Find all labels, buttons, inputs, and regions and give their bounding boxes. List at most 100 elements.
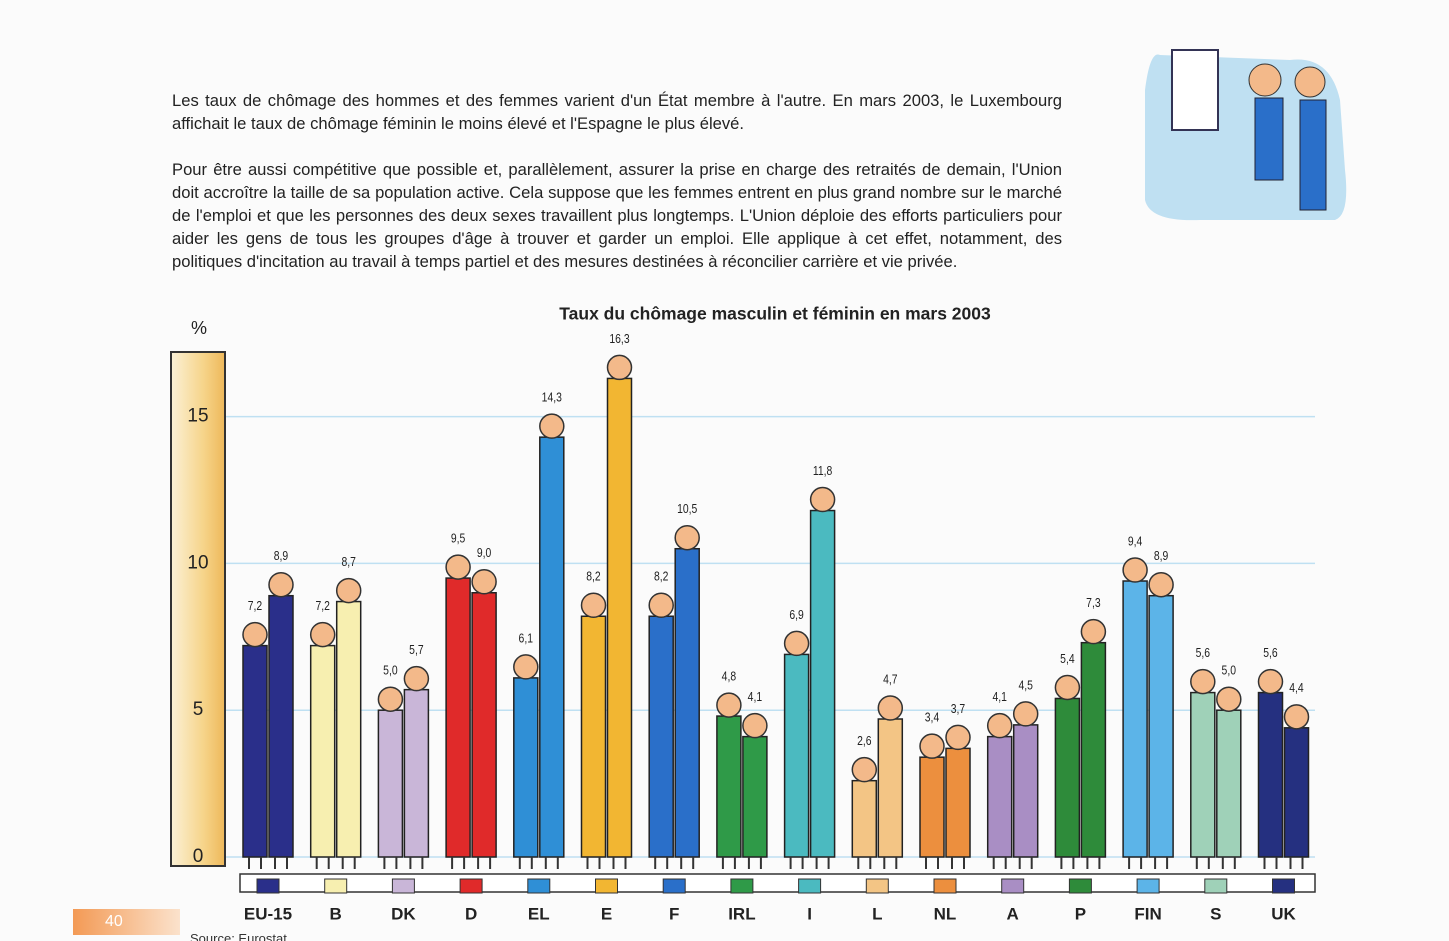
bar	[783, 653, 810, 858]
value-label: 16,3	[609, 332, 630, 346]
bar	[242, 644, 268, 858]
bar	[851, 779, 878, 858]
value-label: 5,4	[1060, 652, 1075, 666]
paragraph: Les taux de chômage des hommes et des fe…	[172, 91, 1062, 133]
figure-head	[1190, 668, 1216, 695]
value-label: 8,7	[341, 555, 355, 569]
value-label: 8,2	[586, 570, 600, 584]
bar	[919, 756, 945, 858]
bar	[877, 718, 904, 858]
value-label: 4,7	[883, 672, 897, 686]
legend-swatch	[1068, 878, 1092, 894]
figure-head	[1283, 704, 1310, 730]
x-tick-label: FIN	[1134, 904, 1161, 923]
x-tick-label: UK	[1271, 904, 1296, 923]
y-axis-column	[170, 351, 226, 867]
bar	[606, 377, 633, 858]
bar	[335, 600, 362, 858]
paragraph: Pour être aussi compétitive que possible…	[172, 160, 1062, 271]
x-tick-label: DK	[391, 904, 416, 923]
figure-head	[1122, 557, 1148, 583]
value-label: 7,2	[315, 599, 329, 613]
bar	[513, 677, 539, 858]
value-label: 11,8	[813, 464, 833, 478]
bar	[539, 436, 565, 858]
source: Source: Eurostat	[190, 931, 287, 941]
value-label: 8,9	[274, 549, 288, 563]
value-label: 6,9	[789, 608, 803, 622]
page-number: 40	[73, 909, 180, 935]
value-label: 2,6	[857, 734, 872, 748]
figure-head	[742, 712, 768, 739]
bar	[648, 615, 674, 858]
value-label: 9,0	[477, 546, 492, 560]
x-tick-label: P	[1075, 904, 1086, 923]
legend-swatch	[798, 878, 822, 894]
legend-swatch	[730, 878, 754, 894]
legend-swatch	[256, 878, 280, 894]
value-label: 5,7	[409, 643, 423, 657]
bar	[445, 577, 471, 858]
bar	[986, 735, 1013, 858]
legend-swatch	[527, 878, 551, 894]
bar	[309, 644, 336, 858]
value-label: 14,3	[542, 391, 563, 405]
bar	[1257, 691, 1284, 858]
value-label: 5,6	[1196, 646, 1211, 660]
legend-swatch	[933, 878, 957, 894]
bar	[716, 715, 742, 858]
y-tick-label: 10	[187, 552, 208, 573]
legend-bar	[239, 873, 1316, 893]
y-axis-label: %	[191, 318, 207, 338]
legend-swatch	[1001, 878, 1025, 894]
value-label: 4,1	[748, 690, 762, 704]
figure-head	[513, 654, 539, 680]
value-label: 7,2	[248, 599, 262, 613]
bar	[1012, 724, 1039, 858]
x-tick-label: NL	[934, 904, 957, 923]
figure-head	[809, 486, 836, 513]
bar	[268, 594, 294, 858]
x-tick-label: I	[807, 904, 812, 923]
bar	[742, 735, 768, 858]
legend-swatch	[662, 878, 686, 894]
legend-swatch	[391, 878, 415, 894]
x-tick-label: L	[872, 904, 882, 923]
figure-head	[580, 592, 607, 618]
bar	[471, 592, 497, 858]
figure-head	[783, 630, 810, 657]
value-label: 8,2	[654, 570, 668, 584]
value-label: 7,3	[1086, 596, 1101, 610]
bar	[1122, 580, 1148, 858]
figure-head	[445, 554, 471, 580]
x-tick-label: A	[1007, 904, 1019, 923]
figure-head	[1012, 701, 1039, 727]
figure-head	[377, 686, 404, 712]
x-tick-label: EU-15	[244, 904, 292, 923]
bar	[377, 709, 404, 858]
figure-head	[648, 592, 674, 618]
legend-swatch	[324, 878, 348, 894]
figure-head	[335, 577, 362, 604]
y-tick-label: 15	[187, 406, 208, 427]
figure-head	[1216, 686, 1242, 712]
legend-swatch	[1272, 878, 1295, 894]
figure-head	[851, 756, 878, 783]
figure-head	[986, 712, 1013, 739]
bar	[1054, 697, 1081, 858]
x-tick-label: F	[669, 904, 679, 923]
value-label: 4,1	[992, 690, 1006, 704]
value-label: 5,0	[383, 664, 398, 678]
value-label: 3,7	[951, 702, 965, 716]
bar	[1216, 709, 1242, 858]
figure-head	[945, 724, 971, 751]
bar	[674, 547, 700, 858]
x-tick-label: E	[601, 904, 612, 923]
figure-head	[268, 571, 294, 598]
figure-head	[471, 569, 497, 595]
legend-swatch	[595, 878, 618, 894]
x-tick-label: IRL	[728, 904, 755, 923]
bar	[1080, 641, 1107, 858]
figure-head	[1054, 674, 1081, 701]
